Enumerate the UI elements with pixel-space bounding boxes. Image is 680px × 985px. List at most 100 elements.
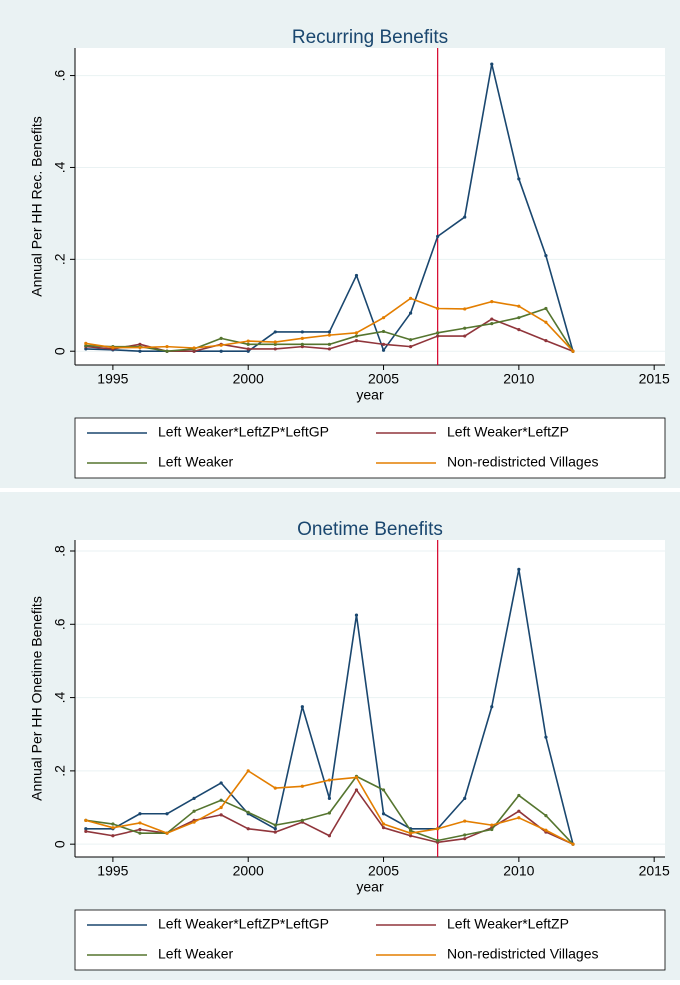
- data-point: [327, 347, 332, 351]
- data-point: [517, 816, 521, 820]
- data-point: [219, 805, 223, 810]
- data-point: [84, 818, 88, 822]
- data-point: [517, 793, 521, 798]
- data-point: [354, 334, 359, 338]
- legend-box: [74, 417, 666, 479]
- data-point: [327, 834, 332, 838]
- data-point: [273, 342, 277, 346]
- x-axis-label: year: [356, 387, 384, 403]
- data-point: [219, 781, 223, 785]
- data-point: [463, 215, 467, 219]
- data-point: [571, 349, 575, 353]
- data-point: [165, 831, 169, 835]
- data-point: [381, 812, 386, 816]
- data-point: [436, 838, 440, 843]
- data-point: [165, 345, 169, 349]
- x-tick-label: 1995: [97, 371, 128, 387]
- data-point: [246, 769, 250, 773]
- data-point: [219, 343, 223, 347]
- data-point: [111, 834, 115, 838]
- data-point: [490, 827, 494, 832]
- x-tick-label: 2000: [233, 371, 264, 387]
- data-point: [84, 341, 88, 346]
- data-point: [517, 567, 521, 571]
- data-point: [273, 827, 277, 831]
- data-point: [300, 784, 304, 788]
- data-point: [192, 820, 196, 824]
- chart-title: Recurring Benefits: [292, 27, 448, 48]
- data-point: [571, 842, 575, 846]
- y-tick-label: .6: [52, 70, 68, 82]
- data-point: [408, 829, 413, 833]
- data-point: [327, 811, 332, 815]
- data-point: [300, 705, 304, 709]
- data-point: [246, 347, 250, 351]
- data-point: [138, 827, 142, 832]
- x-tick-label: 1995: [97, 863, 128, 879]
- data-point: [219, 813, 223, 817]
- data-point: [381, 329, 386, 334]
- data-point: [408, 834, 413, 838]
- legend-label: Non-redistricted Villages: [447, 454, 598, 470]
- data-point: [436, 331, 440, 335]
- y-tick-label: .2: [52, 253, 68, 265]
- data-point: [544, 306, 548, 311]
- data-point: [517, 177, 521, 181]
- y-tick-label: 0: [52, 347, 68, 355]
- data-point: [300, 330, 304, 334]
- legend-box: [74, 909, 666, 971]
- legend-label: Non-redistricted Villages: [447, 946, 598, 962]
- x-tick-label: 2010: [503, 371, 534, 387]
- x-tick-label: 2010: [503, 863, 534, 879]
- y-tick-label: .2: [52, 765, 68, 777]
- data-point: [436, 334, 440, 338]
- data-point: [138, 349, 142, 353]
- data-point: [463, 326, 467, 330]
- data-point: [246, 810, 250, 814]
- data-point: [490, 705, 494, 709]
- data-point: [544, 339, 548, 343]
- data-point: [490, 322, 494, 326]
- data-point: [138, 342, 142, 346]
- chart-title: Onetime Benefits: [297, 519, 443, 540]
- data-point: [436, 827, 440, 831]
- data-point: [273, 347, 277, 351]
- data-point: [84, 829, 88, 833]
- legend-label: Left Weaker: [158, 454, 234, 470]
- data-point: [111, 826, 115, 830]
- plot-area: [75, 48, 665, 365]
- data-point: [463, 833, 467, 837]
- data-point: [381, 826, 386, 830]
- data-point: [138, 821, 142, 825]
- data-point: [517, 316, 521, 320]
- x-tick-label: 2005: [368, 863, 399, 879]
- y-tick-label: .4: [52, 692, 68, 704]
- data-point: [246, 827, 250, 831]
- data-point: [327, 330, 332, 334]
- data-point: [84, 827, 88, 831]
- data-point: [273, 830, 277, 834]
- data-point: [463, 837, 467, 841]
- data-point: [436, 306, 440, 311]
- data-point: [219, 336, 223, 340]
- data-point: [490, 300, 494, 304]
- data-point: [246, 342, 250, 346]
- y-tick-label: 0: [52, 840, 68, 848]
- data-point: [273, 823, 277, 827]
- data-point: [138, 345, 142, 350]
- data-point: [490, 823, 494, 827]
- data-point: [138, 812, 142, 816]
- data-point: [192, 346, 196, 350]
- data-point: [544, 735, 548, 739]
- x-tick-label: 2000: [233, 863, 264, 879]
- data-point: [408, 831, 413, 835]
- data-point: [463, 819, 467, 823]
- data-point: [300, 336, 304, 340]
- data-point: [327, 342, 332, 346]
- data-point: [300, 818, 304, 822]
- data-point: [517, 328, 521, 332]
- legend-label: Left Weaker*LeftZP: [447, 424, 569, 440]
- legend-label: Left Weaker*LeftZP*LeftGP: [158, 424, 329, 440]
- y-tick-label: .4: [52, 161, 68, 173]
